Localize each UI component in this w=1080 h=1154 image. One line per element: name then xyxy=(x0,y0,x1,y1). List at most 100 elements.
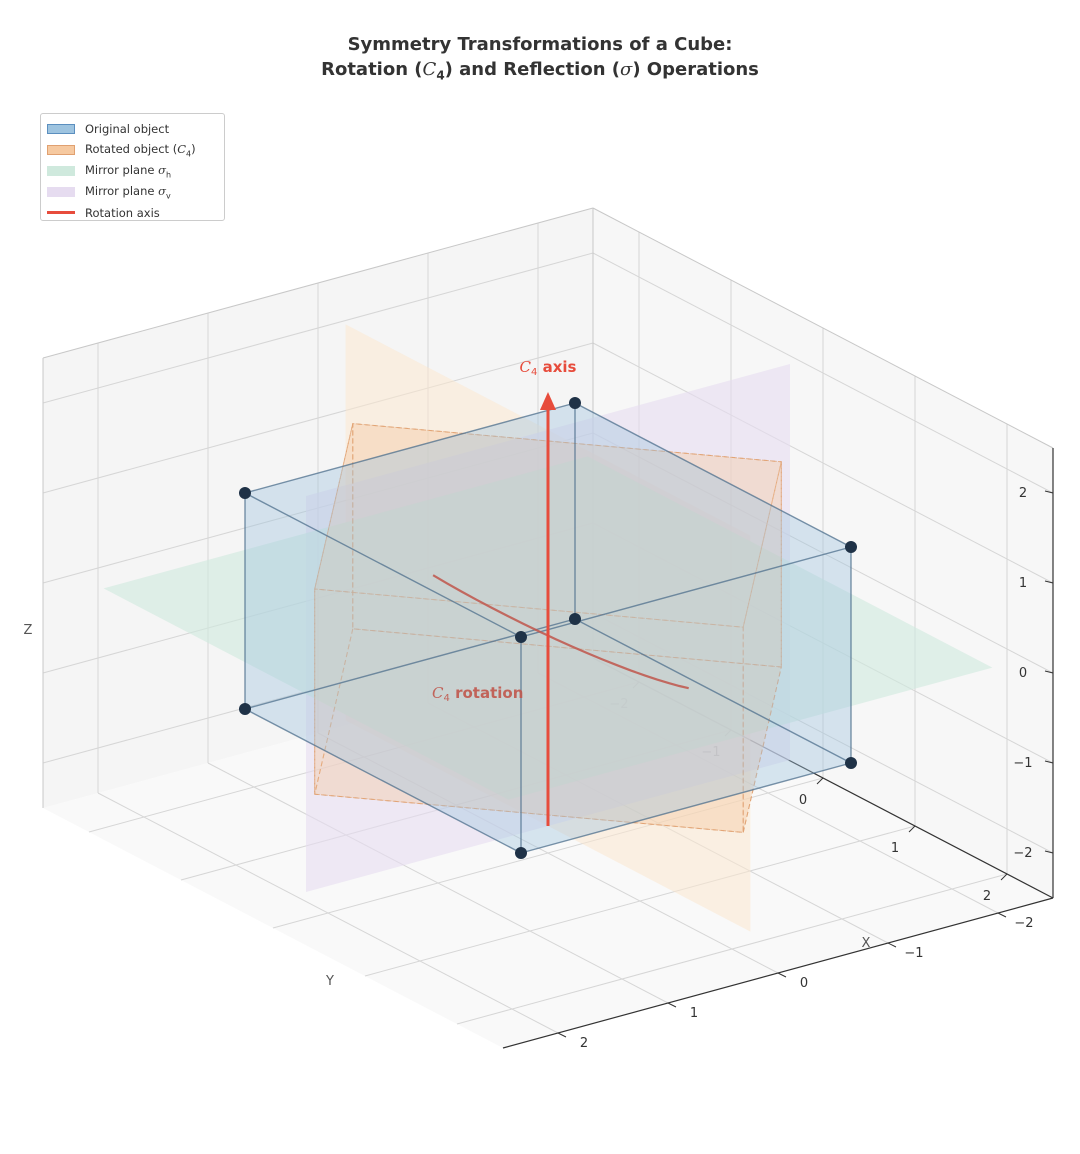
legend-rotated-sub: 4 xyxy=(186,149,192,159)
original-cube-face xyxy=(245,493,521,853)
legend-item-sigma-h: Mirror plane σh xyxy=(47,161,224,182)
x-tick-label: 2 xyxy=(580,1036,588,1051)
legend-item-original: Original object xyxy=(47,119,224,140)
z-tick xyxy=(1044,760,1054,764)
legend-sigma-v-sub: v xyxy=(165,190,171,200)
z-tick xyxy=(1044,580,1054,584)
legend-rotated-math: C xyxy=(177,142,186,157)
legend-sigma-h-math: σ xyxy=(158,162,166,177)
legend-sigma-v-math: σ xyxy=(158,183,166,198)
original-cube-edge xyxy=(244,492,522,638)
x-tick-label: −1 xyxy=(904,946,923,961)
legend-swatch-original xyxy=(47,124,75,135)
gridline xyxy=(592,342,1054,584)
original-cube-face xyxy=(245,403,575,709)
x-tick-label: 0 xyxy=(800,976,808,991)
title-part-middle: ) and Reflection ( xyxy=(444,59,621,80)
x-tick xyxy=(887,942,897,948)
x-axis-label: X xyxy=(862,936,871,951)
z-tick xyxy=(1044,670,1054,674)
y-tick xyxy=(816,777,824,785)
title-c-symbol: C xyxy=(422,59,437,80)
z-tick-label: 0 xyxy=(1019,666,1027,681)
gridline xyxy=(97,792,559,1034)
cube-vertex xyxy=(569,397,581,409)
y-tick-label: 1 xyxy=(891,841,899,856)
rotation-arc-label: C4 rotation xyxy=(432,684,523,704)
gridline xyxy=(592,252,1054,494)
rotation-axis-arrowhead xyxy=(540,392,556,410)
title-sigma-symbol: σ xyxy=(620,59,633,80)
title-part-prefix: Rotation ( xyxy=(321,59,423,80)
legend-label-rotated: Rotated object (C4) xyxy=(85,142,196,158)
original-cube-face xyxy=(521,547,851,853)
legend-label-sigma-v: Mirror plane σv xyxy=(85,184,171,200)
y-tick xyxy=(1000,873,1008,881)
legend-label-sigma-h: Mirror plane σh xyxy=(85,163,171,179)
z-tick-label: −2 xyxy=(1013,846,1032,861)
legend-swatch-sigma-v xyxy=(47,186,75,197)
x-tick xyxy=(777,972,787,978)
original-cube-edge xyxy=(574,618,852,764)
x-tick-label: −2 xyxy=(1014,916,1033,931)
cube-vertex xyxy=(845,541,857,553)
cube-vertex xyxy=(239,487,251,499)
rotation-arc xyxy=(432,574,689,690)
legend: Original object Rotated object (C4) Mirr… xyxy=(40,113,225,221)
chart-title: Symmetry Transformations of a Cube: Rota… xyxy=(0,32,1080,89)
y-tick xyxy=(908,825,916,833)
z-tick-label: 1 xyxy=(1019,576,1027,591)
legend-swatch-sigma-h xyxy=(47,165,75,176)
cube-vertex xyxy=(845,757,857,769)
rotated-cube-face xyxy=(314,423,354,795)
legend-item-sigma-v: Mirror plane σv xyxy=(47,181,224,202)
original-cube-edge xyxy=(520,762,852,854)
legend-item-rotation-axis: Rotation axis xyxy=(47,202,224,223)
legend-rotated-prefix: Rotated object ( xyxy=(85,142,178,157)
z-tick-label: 2 xyxy=(1019,486,1027,501)
legend-swatch-rotated xyxy=(47,145,75,156)
x-tick xyxy=(997,912,1007,918)
z-tick-label: −1 xyxy=(1013,756,1032,771)
y-tick-label: 0 xyxy=(799,793,807,808)
z-tick xyxy=(1044,850,1054,854)
original-cube-edge xyxy=(244,708,522,854)
cube-vertex xyxy=(515,847,527,859)
legend-sigma-h-prefix: Mirror plane xyxy=(85,162,159,177)
x-tick xyxy=(557,1032,567,1038)
x-tick-label: 1 xyxy=(690,1006,698,1021)
chart-title-line-2: Rotation (C4) and Reflection (σ) Operati… xyxy=(0,57,1080,89)
y-axis-label: Y xyxy=(325,974,334,989)
gridline xyxy=(456,873,1008,1025)
legend-rotated-suffix: ) xyxy=(191,142,196,157)
title-part-suffix: ) Operations xyxy=(632,59,759,80)
x-tick xyxy=(667,1002,677,1008)
z-tick xyxy=(1044,490,1054,494)
y-tick-label: 2 xyxy=(983,889,991,904)
title-c-subscript: 4 xyxy=(436,68,445,83)
cube-vertex xyxy=(569,613,581,625)
gridline xyxy=(364,825,916,977)
legend-sigma-h-sub: h xyxy=(165,170,172,180)
cube-vertex xyxy=(239,703,251,715)
gridline xyxy=(42,252,594,404)
original-cube-face xyxy=(575,403,851,763)
pane-edge xyxy=(592,207,1054,449)
legend-sigma-v-prefix: Mirror plane xyxy=(85,183,159,198)
legend-label-original: Original object xyxy=(85,122,170,137)
z-axis-label: Z xyxy=(24,623,33,638)
chart-title-line-1: Symmetry Transformations of a Cube: xyxy=(347,34,733,55)
rotated-cube-face xyxy=(742,461,782,833)
cube-vertex xyxy=(515,631,527,643)
original-cube-edge xyxy=(574,402,852,548)
rotation-axis-label: C4 axis xyxy=(520,358,577,378)
legend-line-rotation-axis xyxy=(47,211,75,215)
gridline xyxy=(207,762,669,1004)
pane-edge xyxy=(42,207,594,359)
legend-item-rotated: Rotated object (C4) xyxy=(47,140,224,161)
rotated-cube-face xyxy=(352,423,782,668)
original-cube-edge xyxy=(244,402,576,494)
legend-label-rotation-axis: Rotation axis xyxy=(85,205,160,220)
gridline xyxy=(42,342,594,494)
